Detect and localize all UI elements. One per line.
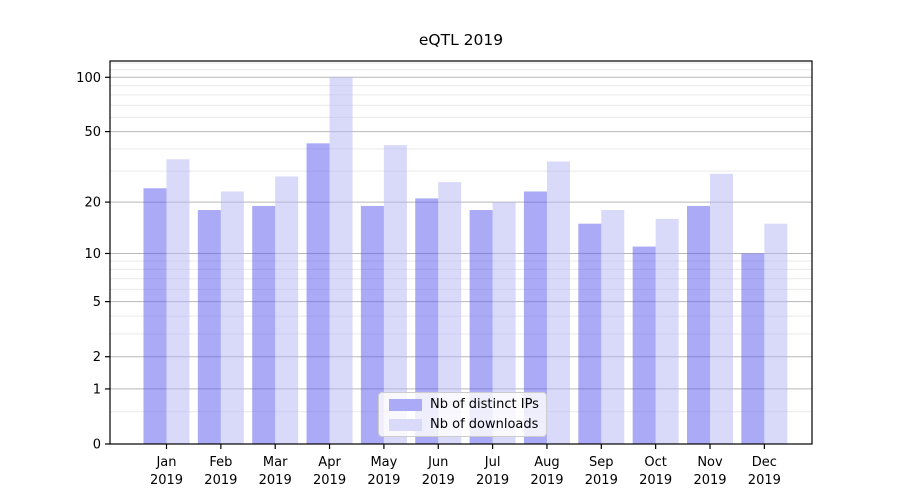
y-tick-label-10: 10 [84, 247, 101, 262]
x-tick-label-month-jul: Jul [484, 455, 501, 470]
bar-nov-nb-of-distinct-ips [687, 205, 710, 444]
bar-aug-nb-of-downloads [546, 161, 570, 445]
bar-jul-nb-of-downloads [492, 202, 516, 444]
x-tick-label-month-dec: Dec [752, 455, 777, 470]
bar-feb-nb-of-distinct-ips [197, 210, 221, 444]
y-tick-label-2: 2 [93, 350, 101, 365]
chart-title: eQTL 2019 [418, 31, 504, 49]
x-tick-label-month-mar: Mar [263, 455, 288, 470]
bar-jun-nb-of-downloads [438, 182, 462, 444]
x-tick-label-month-may: May [370, 455, 397, 470]
x-tick-label-month-jan: Jan [155, 455, 176, 470]
x-tick-label-year-nov: 2019 [693, 473, 726, 488]
y-tick-label-5: 5 [93, 295, 101, 310]
bar-sep-nb-of-distinct-ips [578, 223, 602, 444]
y-tick-label-50: 50 [84, 125, 101, 140]
legend-item-downloads: Nb of downloads [389, 417, 538, 433]
x-tick-label-year-aug: 2019 [530, 473, 563, 488]
legend-item-distinct-ips: Nb of distinct IPs [389, 397, 539, 413]
y-tick-label-20: 20 [84, 196, 101, 211]
bar-dec-nb-of-downloads [764, 223, 788, 444]
bar-aug-nb-of-distinct-ips [523, 191, 547, 444]
bar-jan-nb-of-distinct-ips [143, 188, 167, 444]
bar-may-nb-of-downloads [383, 145, 407, 444]
legend-swatch-downloads [389, 418, 422, 431]
bar-jan-nb-of-downloads [166, 159, 190, 445]
bar-jul-nb-of-distinct-ips [469, 210, 493, 444]
x-tick-label-month-jun: Jun [427, 455, 448, 470]
bar-apr-nb-of-downloads [329, 77, 353, 444]
x-tick-label-year-dec: 2019 [748, 473, 781, 488]
x-tick-label-year-may: 2019 [367, 473, 400, 488]
x-tick-label-month-sep: Sep [589, 455, 614, 470]
legend-label-distinct-ips: Nb of distinct IPs [430, 397, 539, 412]
x-tick-label-year-jul: 2019 [476, 473, 509, 488]
x-tick-label-month-nov: Nov [697, 455, 723, 470]
bar-jun-nb-of-distinct-ips [415, 198, 439, 444]
legend-label-downloads: Nb of downloads [430, 417, 539, 432]
x-tick-label-year-jan: 2019 [150, 473, 183, 488]
x-tick-label-year-oct: 2019 [639, 473, 672, 488]
bar-sep-nb-of-downloads [601, 210, 625, 444]
plot-border [109, 60, 813, 445]
x-tick-label-year-jun: 2019 [422, 473, 455, 488]
x-tick-label-month-feb: Feb [209, 455, 232, 470]
bar-mar-nb-of-distinct-ips [252, 205, 276, 444]
x-tick-label-year-apr: 2019 [313, 473, 346, 488]
x-tick-label-year-mar: 2019 [259, 473, 292, 488]
bar-dec-nb-of-distinct-ips [741, 253, 765, 444]
bar-may-nb-of-distinct-ips [360, 205, 384, 444]
x-tick-label-year-feb: 2019 [204, 473, 237, 488]
y-tick-label-100: 100 [76, 71, 101, 86]
x-tick-label-month-apr: Apr [318, 455, 341, 470]
x-tick-label-year-sep: 2019 [585, 473, 618, 488]
bar-apr-nb-of-distinct-ips [306, 143, 330, 444]
x-tick-label-month-aug: Aug [534, 455, 559, 470]
bar-oct-nb-of-distinct-ips [632, 246, 656, 444]
bar-feb-nb-of-downloads [220, 191, 244, 444]
bar-oct-nb-of-downloads [655, 218, 679, 444]
bar-nov-nb-of-downloads [710, 173, 733, 444]
y-tick-label-0: 0 [93, 438, 101, 453]
legend-swatch-distinct-ips [389, 398, 422, 411]
legend: Nb of distinct IPs Nb of downloads [378, 392, 547, 437]
y-tick-label-1: 1 [93, 382, 101, 397]
bar-mar-nb-of-downloads [275, 176, 299, 444]
x-tick-label-month-oct: Oct [644, 455, 666, 470]
